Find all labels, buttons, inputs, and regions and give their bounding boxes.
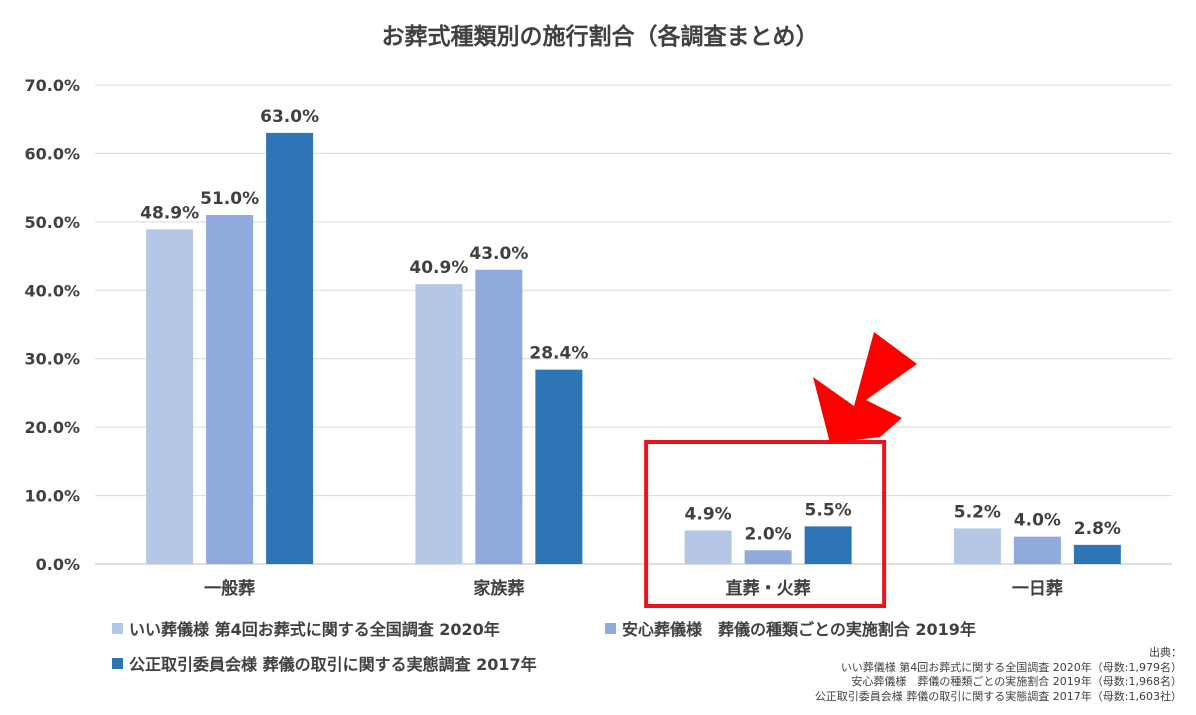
gridlines — [95, 84, 1172, 565]
legend-label: 安心葬儀様 葬儀の種類ごとの実施割合 2019年 — [622, 620, 976, 639]
legend-label: 公正取引委員会様 葬儀の取引に関する実態調査 2017年 — [129, 655, 537, 674]
bar — [804, 526, 852, 564]
legend-label: いい葬儀様 第4回お葬式に関する全国調査 2020年 — [129, 620, 500, 639]
bar-value-label: 5.2% — [954, 502, 1001, 522]
bar — [146, 229, 194, 565]
y-tick-label: 10.0% — [24, 487, 80, 506]
bar-value-label: 43.0% — [469, 244, 528, 264]
legend-item: 安心葬儀様 葬儀の種類ごとの実施割合 2019年 — [605, 616, 976, 640]
bar-value-label: 63.0% — [260, 107, 319, 127]
x-axis: 一般葬 家族葬 直葬・火葬 一日葬 — [204, 578, 1063, 599]
highlight-arrow — [813, 332, 917, 443]
chart-title: お葬式種類別の施行割合（各調査まとめ） — [382, 23, 819, 50]
bar — [684, 530, 732, 564]
highlight — [644, 332, 917, 608]
highlight-box — [644, 440, 887, 608]
bar-value-label: 51.0% — [200, 189, 259, 209]
bar — [206, 215, 254, 564]
category-label: 一般葬 — [204, 578, 255, 599]
legend-item: いい葬儀様 第4回お葬式に関する全国調査 2020年 — [112, 616, 500, 640]
source-heading: 出典： — [1149, 646, 1182, 659]
bar — [744, 550, 792, 564]
bar — [1013, 536, 1061, 564]
source-line: いい葬儀様 第4回お葬式に関する全国調査 2020年（母数:1,979名） — [840, 660, 1182, 674]
category-label: 一日葬 — [1012, 579, 1063, 599]
source-line: 安心葬儀様 葬儀の種類ごとの実施割合 2019年（母数:1,968名） — [851, 675, 1182, 688]
legend-swatch — [112, 657, 123, 669]
bars — [146, 132, 1121, 565]
y-tick-label: 20.0% — [24, 418, 80, 437]
bar-value-label: 40.9% — [409, 258, 468, 278]
y-tick-label: 70.0% — [24, 76, 80, 95]
bar — [953, 528, 1001, 564]
bar — [1073, 544, 1121, 564]
category-label: 家族葬 — [473, 578, 524, 599]
bar — [535, 369, 583, 564]
bar-value-label: 2.0% — [745, 524, 792, 544]
y-tick-label: 50.0% — [24, 213, 80, 232]
bar-value-label: 4.0% — [1014, 511, 1061, 531]
legend-item: 公正取引委員会様 葬儀の取引に関する実態調査 2017年 — [112, 651, 537, 675]
bar-value-label: 48.9% — [140, 203, 199, 223]
bar — [266, 132, 314, 564]
y-tick-label: 40.0% — [24, 281, 80, 300]
y-axis: 0.0% 10.0% 20.0% 30.0% 40.0% 50.0% 60.0% 70.0% — [24, 76, 80, 574]
data-labels: 48.9%51.0% 63.0% 40.9%43.0% 28.4% 4.9% 2.0% 5.… — [140, 107, 1121, 544]
y-tick-label: 60.0% — [24, 144, 80, 163]
source-line: 公正取引委員会様 葬儀の取引に関する実態調査 2017年（母数:1,603社） — [814, 689, 1182, 703]
legend-swatch — [605, 622, 616, 634]
source-note: 出典： いい葬儀様 第4回お葬式に関する全国調査 2020年（母数:1,979名… — [815, 646, 1182, 704]
bar-value-label: 5.5% — [805, 500, 852, 520]
y-tick-label: 0.0% — [36, 555, 80, 574]
bar-value-label: 4.9% — [685, 504, 732, 524]
bar-value-label: 28.4% — [529, 344, 588, 364]
legend-swatch — [112, 622, 123, 634]
bar — [475, 269, 523, 564]
bar-value-label: 2.8% — [1074, 519, 1121, 539]
bar — [415, 284, 463, 564]
y-tick-label: 30.0% — [24, 350, 80, 369]
category-label: 直葬・火葬 — [726, 578, 811, 599]
